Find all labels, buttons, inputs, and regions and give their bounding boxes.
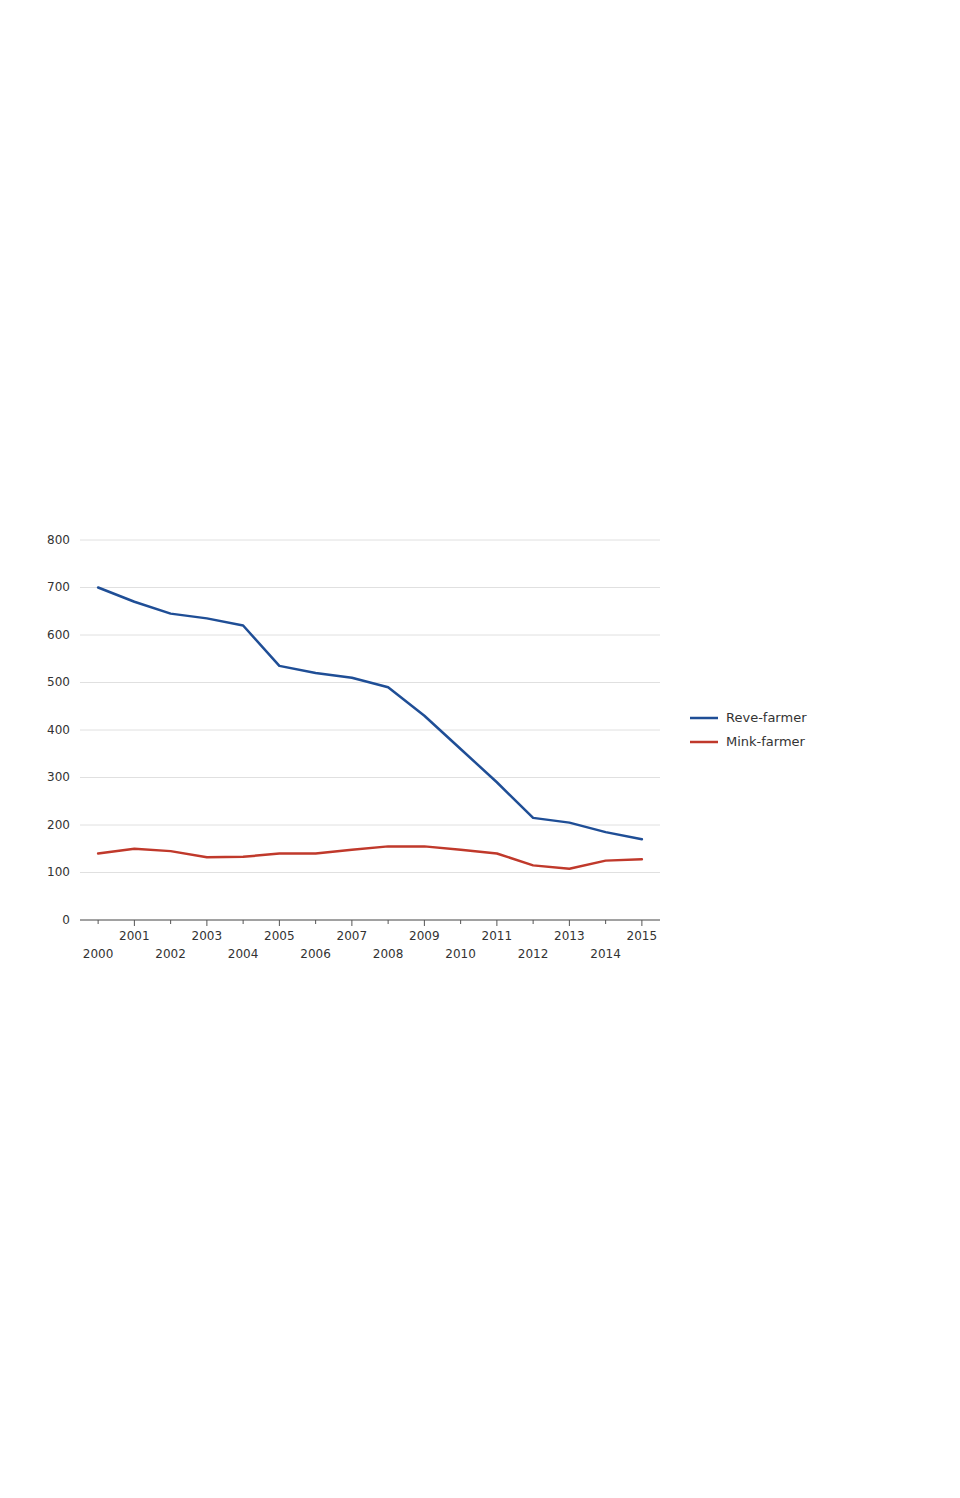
series-line (98, 846, 642, 868)
x-tick-label: 2008 (373, 947, 404, 961)
x-tick-label: 2012 (518, 947, 549, 961)
x-tick-label: 2001 (119, 929, 150, 943)
y-tick-label: 500 (47, 675, 70, 689)
x-tick-label: 2015 (627, 929, 658, 943)
legend-label: Mink-farmer (726, 734, 806, 749)
grid-line (80, 777, 660, 778)
x-tick (569, 920, 570, 926)
y-tick-label: 100 (47, 865, 70, 879)
grid-line (80, 730, 660, 731)
x-tick-label: 2013 (554, 929, 585, 943)
x-tick-label: 2010 (445, 947, 476, 961)
y-tick-label: 400 (47, 723, 70, 737)
x-tick (496, 920, 497, 926)
x-tick (134, 920, 135, 926)
x-tick-label: 2004 (228, 947, 259, 961)
chart: 0 100 200 300 400 500 600 700 800 2000 2001 2002 200… (0, 0, 960, 1498)
lines (98, 588, 642, 869)
y-tick-label: 200 (47, 818, 70, 832)
x-tick (279, 920, 280, 926)
x-tick (605, 920, 606, 924)
grid-line (80, 872, 660, 873)
series-line (98, 588, 642, 840)
x-tick (460, 920, 461, 924)
x-tick-label: 2003 (192, 929, 223, 943)
legend-swatch (690, 717, 718, 720)
y-tick-label: 800 (47, 533, 70, 547)
y-tick-label: 0 (62, 913, 70, 927)
legend-label: Reve-farmer (726, 710, 807, 725)
x-tick (424, 920, 425, 926)
x-tick (315, 920, 316, 924)
grid-line (80, 920, 660, 921)
x-tick (206, 920, 207, 926)
x-tick-label: 2009 (409, 929, 440, 943)
y-tick-label: 700 (47, 580, 70, 594)
x-tick (533, 920, 534, 924)
grid-line (80, 587, 660, 588)
x-tick-label: 2006 (300, 947, 331, 961)
legend: Reve-farmer Mink-farmer (690, 710, 807, 749)
x-tick-label: 2000 (83, 947, 114, 961)
x-tick-label: 2005 (264, 929, 295, 943)
x-tick (351, 920, 352, 926)
y-tick-label: 300 (47, 770, 70, 784)
x-tick (388, 920, 389, 924)
x-axis-line (80, 920, 660, 921)
x-tick-label: 2014 (590, 947, 621, 961)
y-tick-label: 600 (47, 628, 70, 642)
x-tick-label: 2002 (155, 947, 186, 961)
x-tick (243, 920, 244, 924)
x-tick (170, 920, 171, 924)
grid-line (80, 540, 660, 541)
y-grid (80, 540, 660, 920)
x-tick (641, 920, 642, 926)
x-tick-label: 2011 (482, 929, 513, 943)
legend-swatch (690, 741, 718, 744)
grid-line (80, 635, 660, 636)
x-tick (98, 920, 99, 924)
x-tick-label: 2007 (337, 929, 368, 943)
